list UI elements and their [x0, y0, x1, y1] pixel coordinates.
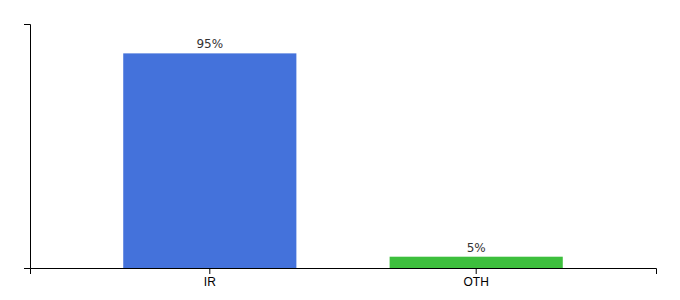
y-axis — [24, 25, 31, 269]
x-tick-mark — [476, 268, 477, 274]
y-axis-line — [24, 25, 31, 269]
x-axis-line — [31, 269, 657, 275]
bar — [123, 53, 296, 268]
data-label: 5% — [467, 241, 486, 255]
x-tick-label: IR — [204, 275, 216, 289]
chart: 95% 5% IR OTH — [0, 0, 680, 300]
x-tick-label: OTH — [464, 275, 489, 289]
x-tick: OTH — [464, 268, 489, 289]
data-labels: 95% 5% — [196, 37, 485, 254]
plot: 95% 5% IR OTH — [24, 25, 657, 289]
x-tick: IR — [204, 268, 216, 289]
data-label: 95% — [196, 37, 223, 51]
bar — [390, 257, 563, 268]
x-axis: IR OTH — [31, 268, 657, 289]
x-tick-mark — [209, 268, 210, 274]
bars — [123, 53, 563, 268]
